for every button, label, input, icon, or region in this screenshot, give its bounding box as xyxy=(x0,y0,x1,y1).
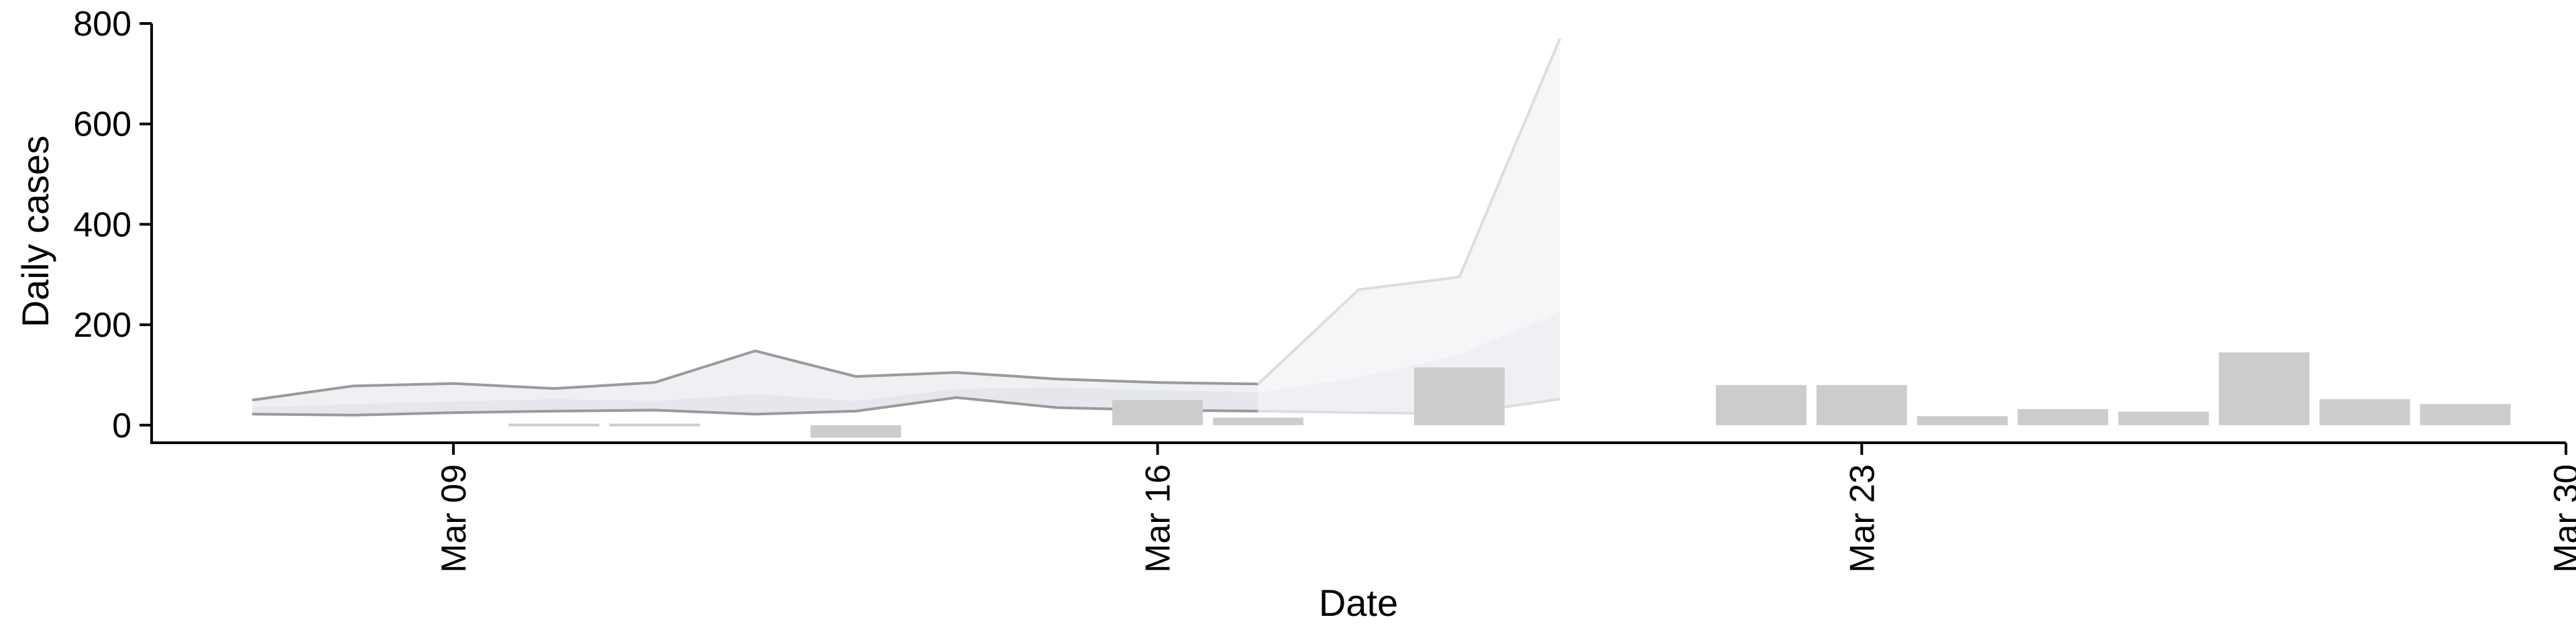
y-ticks: 0 200 400 600 800 xyxy=(73,5,152,445)
x-tick-label: Mar 23 xyxy=(1843,464,1882,573)
y-tick-label: 0 xyxy=(112,407,131,445)
bar xyxy=(609,423,700,427)
bar xyxy=(2118,411,2209,425)
band-lower-line xyxy=(1258,397,1560,415)
axes xyxy=(150,23,2566,444)
band-inner-area xyxy=(252,387,1258,415)
y-tick-label: 400 xyxy=(73,205,131,244)
x-ticks: Mar 09 Mar 16 Mar 23 Mar 30 xyxy=(435,443,2576,573)
bar xyxy=(1213,417,1304,425)
y-axis-title: Daily cases xyxy=(14,136,56,327)
y-tick-label: 800 xyxy=(73,5,131,44)
observed-bars xyxy=(508,352,2511,438)
bar xyxy=(1917,416,2008,425)
y-tick-label: 200 xyxy=(73,306,131,345)
bar xyxy=(2420,404,2511,425)
bar xyxy=(1816,384,1907,425)
bar xyxy=(2017,409,2108,425)
bar xyxy=(1715,384,1807,425)
x-tick-label: Mar 30 xyxy=(2547,464,2576,573)
bar xyxy=(508,423,600,427)
bar xyxy=(1413,367,1505,425)
x-tick-label: Mar 09 xyxy=(435,464,474,573)
x-tick-label: Mar 16 xyxy=(1139,464,1178,573)
bar xyxy=(1112,400,1203,425)
band-upper-line xyxy=(1257,38,1562,385)
forecast-bands xyxy=(252,38,1562,417)
x-axis-title: Date xyxy=(1319,582,1398,624)
band-lower-line xyxy=(252,396,1258,417)
bar xyxy=(810,425,902,438)
y-tick-label: 600 xyxy=(73,105,131,144)
bar xyxy=(2319,398,2410,425)
band-area xyxy=(1258,38,1560,414)
bar xyxy=(2218,352,2310,425)
band-upper-line xyxy=(252,349,1258,402)
